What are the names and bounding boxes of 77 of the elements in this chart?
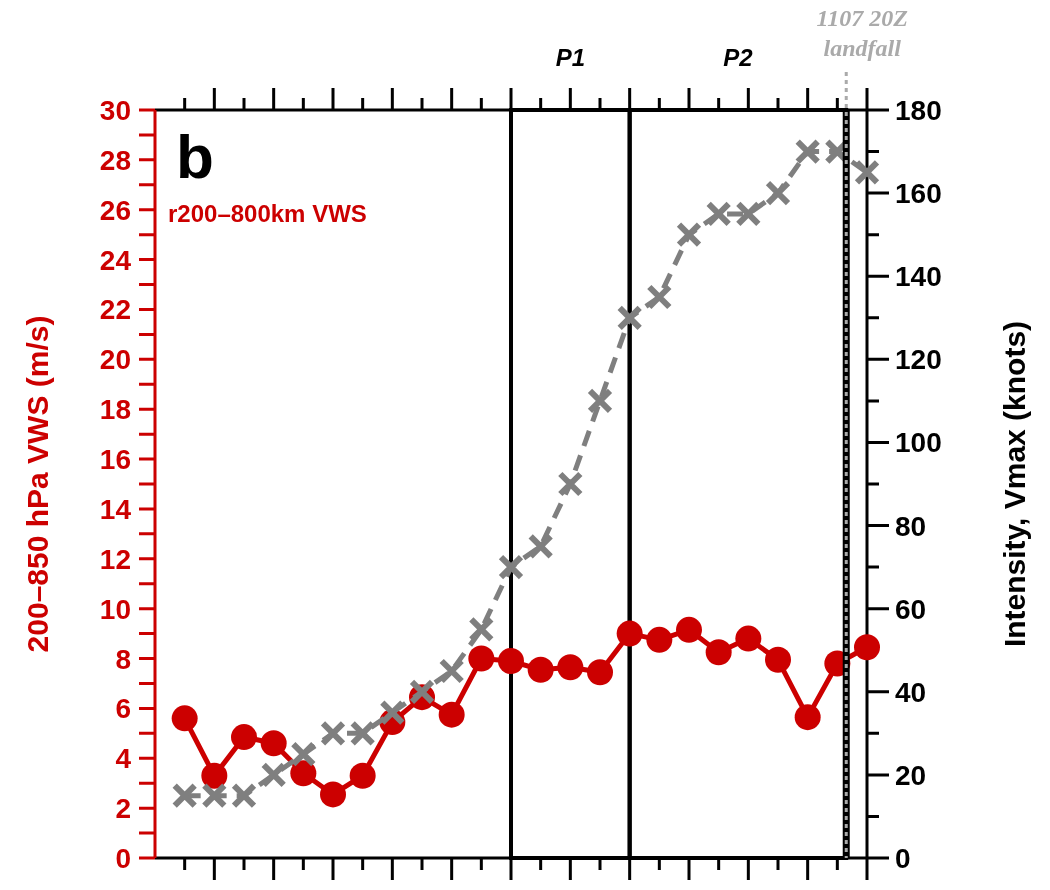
point xyxy=(201,782,228,809)
y-tick-label: 24 xyxy=(99,244,132,276)
y2-tick-label: 40 xyxy=(895,676,927,708)
point xyxy=(379,699,406,726)
point xyxy=(616,304,643,331)
point xyxy=(290,741,317,768)
point xyxy=(409,678,435,705)
point xyxy=(705,200,732,227)
y-tick-label: 16 xyxy=(99,444,131,476)
y-tick-label: 4 xyxy=(115,743,132,775)
point xyxy=(646,284,673,310)
point xyxy=(498,648,524,675)
y-tick-label: 6 xyxy=(115,693,131,725)
point xyxy=(320,720,346,747)
point xyxy=(231,724,257,751)
point xyxy=(794,138,821,165)
point xyxy=(438,658,465,684)
point xyxy=(765,180,791,207)
point xyxy=(171,705,198,732)
y2-tick-label: 0 xyxy=(895,843,911,874)
point xyxy=(676,221,702,248)
chart-title: b xyxy=(176,122,214,191)
point xyxy=(320,781,346,808)
point xyxy=(646,626,673,653)
point xyxy=(231,782,257,809)
point xyxy=(735,200,762,227)
y2-tick-label: 140 xyxy=(895,261,942,293)
point xyxy=(349,720,376,747)
point xyxy=(498,554,524,581)
point xyxy=(438,701,465,728)
text: P2 xyxy=(723,44,754,71)
y-tick-label: 26 xyxy=(99,194,131,226)
point xyxy=(616,620,643,647)
point xyxy=(587,387,613,414)
y2-tick-label: 180 xyxy=(895,95,942,126)
point xyxy=(201,762,228,789)
point xyxy=(587,659,613,686)
y-tick-label: 14 xyxy=(99,493,132,525)
y-tick-label: 10 xyxy=(99,593,131,625)
point xyxy=(527,656,554,683)
y-tick-label: 2 xyxy=(115,793,131,825)
point xyxy=(676,616,702,643)
y-tick-label: 22 xyxy=(99,294,131,326)
point xyxy=(557,471,584,497)
point xyxy=(794,704,821,731)
point xyxy=(705,639,732,666)
y2-tick-label: 60 xyxy=(895,593,927,625)
point xyxy=(557,654,584,681)
y-tick-label: 12 xyxy=(99,543,131,575)
point xyxy=(468,645,495,672)
text: P1 xyxy=(555,44,586,71)
y-tick-label: 0 xyxy=(115,843,131,874)
point xyxy=(765,646,791,673)
y-tick-label: 20 xyxy=(99,344,131,376)
y2-axis-title: Intensity, Vmax (knots) xyxy=(998,320,1031,648)
point xyxy=(260,730,287,757)
y2-tick-label: 100 xyxy=(895,427,942,459)
y-tick-label: 8 xyxy=(115,643,131,675)
point xyxy=(854,634,880,661)
y-tick-label: 28 xyxy=(99,144,131,176)
point xyxy=(527,533,554,560)
legend-label: r200–800km VWS xyxy=(168,200,367,227)
point xyxy=(735,625,762,652)
y-axis-title: 200–850 hPa VWS (m/s) xyxy=(21,315,54,653)
y2-tick-label: 80 xyxy=(895,510,927,542)
point xyxy=(260,761,287,788)
point xyxy=(349,762,376,789)
y-tick-label: 30 xyxy=(99,95,131,126)
y-tick-label: 18 xyxy=(99,394,131,426)
y2-tick-label: 160 xyxy=(895,178,942,210)
point xyxy=(290,760,317,787)
point xyxy=(854,159,880,186)
point xyxy=(171,782,198,809)
text: 1107 20Z landfall xyxy=(816,5,909,61)
y2-tick-label: 120 xyxy=(895,344,942,376)
point xyxy=(468,616,495,643)
y2-tick-label: 20 xyxy=(895,759,927,791)
